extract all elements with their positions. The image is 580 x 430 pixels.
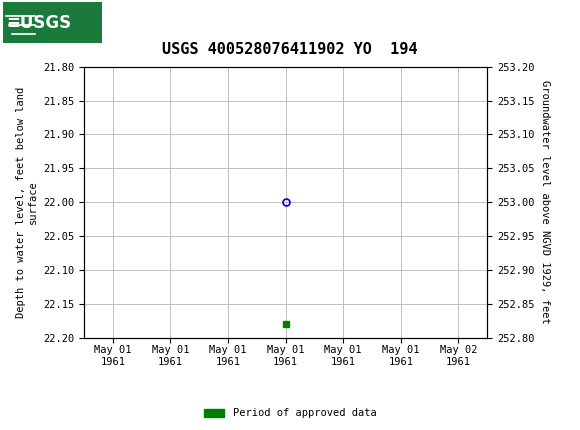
FancyBboxPatch shape bbox=[3, 2, 102, 43]
Y-axis label: Groundwater level above NGVD 1929, feet: Groundwater level above NGVD 1929, feet bbox=[540, 80, 550, 324]
Legend: Period of approved data: Period of approved data bbox=[200, 404, 380, 423]
Text: ≡USGS: ≡USGS bbox=[6, 14, 71, 31]
Text: USGS 400528076411902 YO  194: USGS 400528076411902 YO 194 bbox=[162, 42, 418, 57]
Y-axis label: Depth to water level, feet below land
surface: Depth to water level, feet below land su… bbox=[16, 86, 38, 318]
